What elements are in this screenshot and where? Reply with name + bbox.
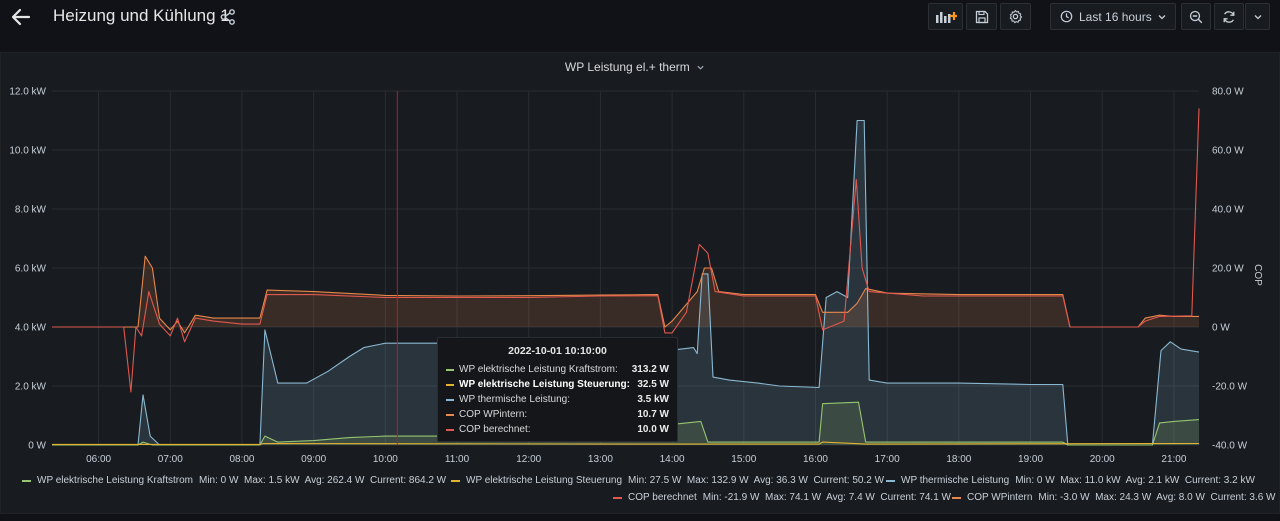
tooltip-row: WP elektrische Leistung Kraftstrom: 313.2…	[438, 362, 677, 377]
refresh-icon	[1223, 10, 1235, 23]
series-color-swatch	[22, 479, 31, 482]
tooltip-time: 2022-10-01 10:10:00	[508, 345, 607, 357]
tooltip-row: WP thermische Leistung: 3.5 kW	[438, 392, 677, 407]
legend-item[interactable]: COP berechnet Min: -21.9 W Max: 74.1 W Av…	[613, 492, 951, 503]
save-dashboard-button[interactable]	[966, 3, 997, 30]
graph-tooltip: 2022-10-01 10:10:00 WP elektrische Leist…	[437, 337, 678, 442]
legend-series-name: WP elektrische Leistung Steuerung	[466, 475, 623, 486]
legend-series-stats: Min: 0 W Max: 1.5 kW Avg: 262.4 W Curren…	[199, 475, 447, 486]
tooltip-series-value: 32.5 W	[637, 379, 669, 390]
legend-item[interactable]: COP WPintern Min: -3.0 W Max: 24.3 W Avg:…	[952, 492, 1276, 503]
tooltip-series-value: 3.5 kW	[637, 394, 669, 405]
legend-series-stats: Min: 0 W Max: 11.0 kW Avg: 2.1 kW Curren…	[1015, 475, 1255, 486]
tooltip-series-name: WP elektrische Leistung Steuerung:	[459, 379, 630, 390]
legend-series-stats: Min: 27.5 W Max: 132.9 W Avg: 36.3 W Cur…	[628, 475, 885, 486]
legend-item[interactable]: WP elektrische Leistung Kraftstrom Min: 0…	[22, 475, 446, 486]
legend-series-name: COP WPintern	[967, 492, 1033, 503]
dashboard-title[interactable]: Heizung und Kühlung 1	[53, 6, 230, 25]
legend-series-stats: Min: -21.9 W Max: 74.1 W Avg: 7.4 W Curr…	[702, 492, 951, 503]
zoom-out-button[interactable]	[1181, 3, 1211, 30]
share-icon[interactable]	[219, 8, 237, 26]
save-icon	[975, 10, 988, 23]
legend-series-name: WP thermische Leistung	[901, 475, 1010, 486]
tooltip-row: COP WPintern: 10.7 W	[438, 407, 677, 422]
legend-series-stats: Min: -3.0 W Max: 24.3 W Avg: 8.0 W Curre…	[1038, 492, 1276, 503]
legend-series-name: WP elektrische Leistung Kraftstrom	[37, 475, 193, 486]
series-color-swatch	[446, 383, 454, 386]
series-color-swatch	[886, 479, 895, 482]
back-arrow-icon[interactable]	[10, 6, 32, 28]
time-range-label: Last 16 hours	[1079, 9, 1152, 24]
tooltip-series-value: 313.2 W	[631, 364, 669, 375]
series-color-swatch	[451, 479, 460, 482]
series-color-swatch	[446, 428, 454, 431]
series-color-swatch	[613, 496, 622, 499]
time-range-picker[interactable]: Last 16 hours	[1050, 3, 1176, 30]
panel-title-text: WP Leistung el.+ therm	[564, 60, 690, 74]
chevron-down-icon	[1158, 15, 1166, 20]
dashboard-navbar: Heizung und Kühlung 1 Last 16 hours	[0, 0, 1280, 36]
zoom-out-icon	[1189, 10, 1203, 23]
gear-icon	[1009, 9, 1023, 24]
add-panel-icon	[935, 11, 957, 23]
tooltip-series-name: WP elektrische Leistung Kraftstrom:	[459, 364, 618, 375]
graph-panel	[0, 52, 1280, 514]
tooltip-series-value: 10.0 W	[637, 424, 669, 435]
tooltip-row: WP elektrische Leistung Steuerung: 32.5 W	[438, 377, 677, 392]
legend-series-name: COP berechnet	[628, 492, 697, 503]
series-color-swatch	[446, 413, 454, 416]
refresh-interval-dropdown[interactable]	[1245, 3, 1270, 30]
legend-item[interactable]: WP thermische Leistung Min: 0 W Max: 11.0…	[886, 475, 1255, 486]
series-color-swatch	[446, 398, 454, 401]
add-panel-button[interactable]	[928, 3, 963, 30]
tooltip-row: COP berechnet: 10.0 W	[438, 422, 677, 437]
chevron-down-icon	[697, 66, 704, 71]
refresh-button[interactable]	[1214, 3, 1244, 30]
tooltip-series-name: WP thermische Leistung:	[459, 394, 570, 405]
tooltip-series-name: COP WPintern:	[459, 409, 528, 420]
tooltip-series-value: 10.7 W	[637, 409, 669, 420]
tooltip-series-name: COP berechnet:	[459, 424, 531, 435]
clock-icon	[1060, 10, 1073, 23]
chevron-down-icon	[1254, 14, 1261, 19]
dashboard-settings-button[interactable]	[1000, 3, 1031, 30]
legend-item[interactable]: WP elektrische Leistung Steuerung Min: 27…	[451, 475, 884, 486]
series-color-swatch	[446, 368, 454, 371]
series-color-swatch	[952, 496, 961, 499]
panel-title[interactable]: WP Leistung el.+ therm	[0, 60, 1270, 74]
